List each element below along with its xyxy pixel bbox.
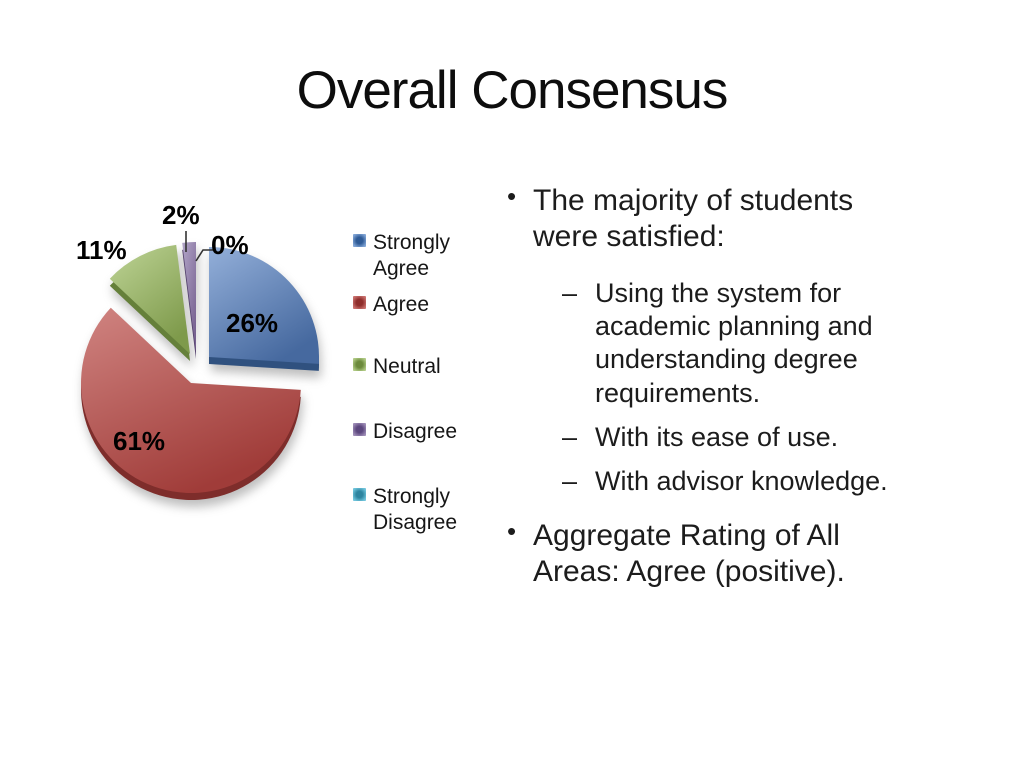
data-label-neutral: 11%	[76, 235, 127, 265]
dash-marker: –	[562, 466, 578, 497]
sub-bullet-item: – With its ease of use.	[505, 421, 917, 454]
dash-marker: –	[562, 421, 578, 452]
bullet-text: The majority of students were satisfied:	[533, 184, 854, 253]
pie-chart	[81, 231, 320, 500]
data-label-agree: 61%	[113, 426, 166, 456]
pie-slice-strongly-agree	[209, 247, 320, 364]
legend-swatch-strongly-disagree	[353, 488, 366, 501]
legend-label: Neutral	[373, 355, 441, 378]
sub-bullet-item: – Using the system for academic planning…	[505, 277, 917, 410]
pie-slice-agree	[81, 307, 301, 493]
legend-item-disagree: Disagree	[353, 419, 461, 445]
legend-item-agree: Agree	[353, 292, 461, 318]
legend-label: Disagree	[373, 420, 458, 443]
legend-item-strongly-disagree: Strongly Disagree	[353, 484, 461, 535]
legend-label: Strongly Disagree	[373, 485, 458, 534]
bullet-item: • The majority of students were satisfie…	[505, 181, 917, 255]
legend-swatch-neutral	[353, 358, 366, 371]
bullet-marker: •	[507, 516, 517, 547]
legend-item-strongly-agree: Strongly Agree	[353, 230, 461, 281]
sub-bullet-text: With its ease of use.	[595, 421, 839, 452]
legend-swatch-strongly-agree	[353, 234, 366, 247]
sub-bullet-text: With advisor knowledge.	[595, 466, 888, 497]
bullet-marker: •	[507, 181, 517, 211]
pie-slice-disagree	[182, 242, 196, 352]
pie-chart-area: 2% 0% 11% 26% 61% Strongly Agree Agree N…	[0, 180, 500, 580]
legend-label: Strongly Agree	[373, 231, 451, 280]
label-leader-line-strongly-disagree	[195, 249, 213, 262]
legend-swatch-agree	[353, 296, 366, 309]
data-label-strongly-disagree: 0%	[211, 230, 249, 260]
data-label-strongly-agree: 26%	[226, 308, 279, 338]
bullet-text-block: • The majority of students were satisfie…	[505, 181, 917, 590]
slide-title: Overall Consensus	[296, 61, 729, 120]
bullet-text: Aggregate Rating of All Areas: Agree (po…	[533, 519, 845, 589]
data-label-disagree: 2%	[162, 200, 200, 230]
dash-marker: –	[562, 278, 578, 308]
sub-bullet-item: – With advisor knowledge.	[505, 465, 917, 498]
legend-label: Agree	[373, 293, 430, 316]
sub-bullet-text: Using the system for academic planning a…	[595, 278, 873, 408]
pie-slice-neutral	[109, 244, 190, 354]
legend-item-neutral: Neutral	[353, 354, 461, 380]
bullet-item: • Aggregate Rating of All Areas: Agree (…	[505, 516, 917, 590]
legend-swatch-disagree	[353, 423, 366, 436]
